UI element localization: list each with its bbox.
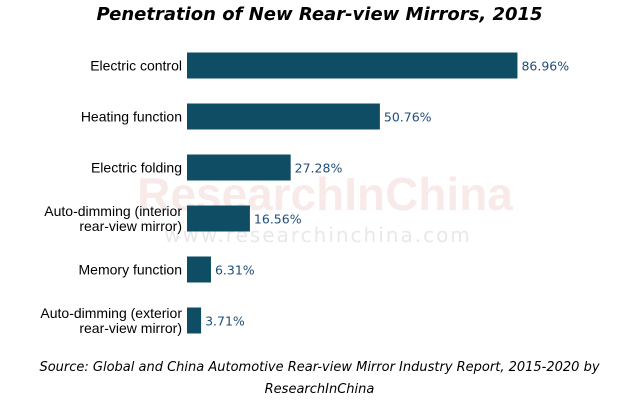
category-label-line: Auto-dimming (exterior: [40, 305, 182, 321]
category-label-line: Electric control: [90, 58, 182, 74]
category-label-line: Memory function: [79, 262, 182, 278]
bar-group: [187, 52, 518, 334]
category-label: Heating function: [81, 109, 182, 125]
bar: [187, 154, 291, 181]
source-line-1: Source: Global and China Automotive Rear…: [39, 360, 600, 375]
value-label: 86.96%: [521, 59, 569, 74]
bar: [187, 256, 211, 283]
category-label: Memory function: [79, 262, 182, 278]
value-label: 50.76%: [384, 110, 432, 125]
category-label: Electric folding: [91, 160, 182, 176]
bar: [187, 205, 250, 232]
category-label: Auto-dimming (interior rear-view mirror): [44, 203, 182, 234]
category-labels: Electric control Heating function Electric…: [40, 58, 182, 337]
chart-title: Penetration of New Rear-view Mirrors, 20…: [96, 4, 543, 25]
category-label-line: Heating function: [81, 109, 182, 125]
category-label: Auto-dimming (exterior rear-view mirror): [40, 305, 182, 336]
category-label-line: rear-view mirror): [79, 218, 182, 234]
bar: [187, 52, 518, 79]
value-label: 3.71%: [205, 314, 245, 329]
value-label: 16.56%: [254, 212, 302, 227]
category-label-line: Electric folding: [91, 160, 182, 176]
bar: [187, 307, 202, 334]
source-line-2: ResearchInChina: [264, 382, 375, 397]
value-label: 27.28%: [295, 161, 343, 176]
value-labels: 86.96% 50.76% 27.28% 16.56% 6.31% 3.71%: [205, 59, 569, 329]
value-label: 6.31%: [215, 263, 255, 278]
bar: [187, 103, 380, 130]
category-label-line: rear-view mirror): [79, 320, 182, 336]
category-label-line: Auto-dimming (interior: [44, 203, 182, 219]
category-label: Electric control: [90, 58, 182, 74]
source-note: Source: Global and China Automotive Rear…: [0, 357, 639, 401]
bar-chart: ResearchInChina www.researchinchina.com …: [40, 52, 569, 337]
